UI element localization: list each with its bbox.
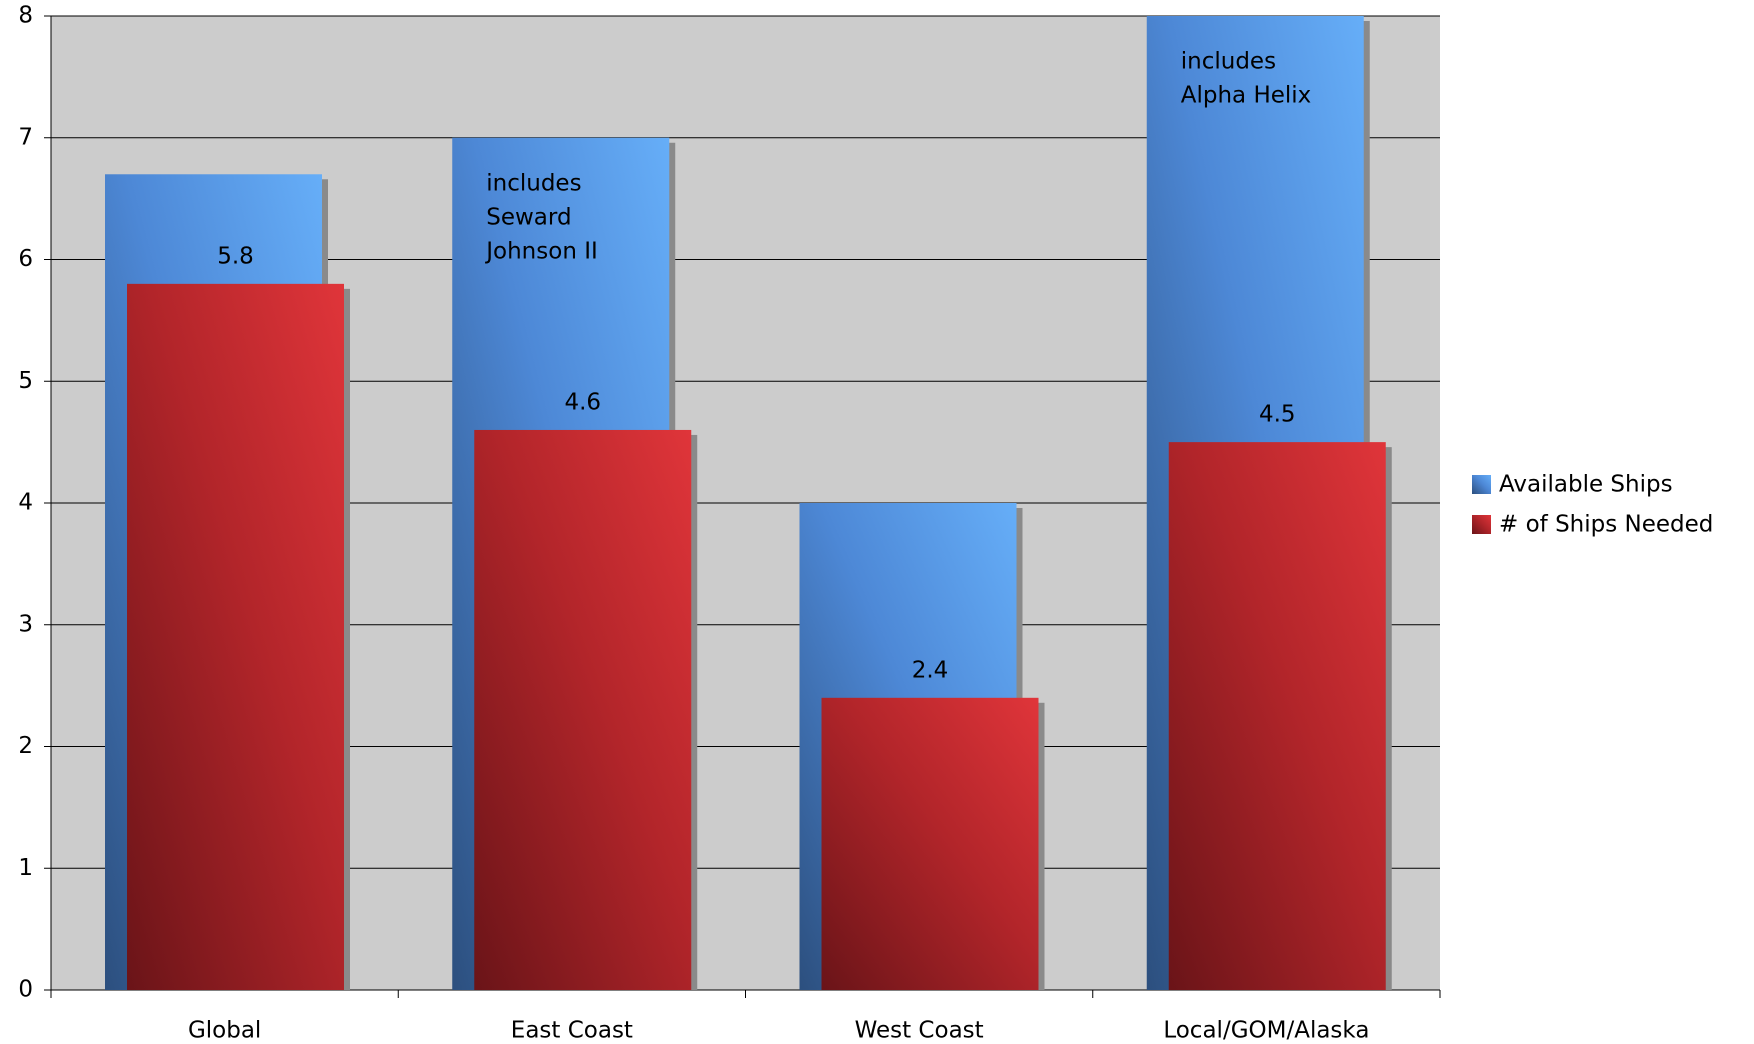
legend-label: # of Ships Needed	[1499, 512, 1713, 538]
annotation: includes	[1181, 49, 1276, 75]
y-tick-label: 5	[18, 368, 33, 394]
legend-label: Available Ships	[1499, 472, 1673, 498]
x-tick-label: Global	[188, 1018, 261, 1044]
y-tick-label: 4	[18, 490, 33, 516]
bar	[127, 283, 344, 991]
y-tick-label: 7	[18, 124, 33, 150]
value-label: 5.8	[217, 243, 254, 269]
bar	[821, 697, 1039, 990]
value-label: 4.6	[564, 389, 601, 415]
x-tick-label: East Coast	[511, 1018, 633, 1044]
y-tick-label: 0	[18, 977, 33, 1003]
annotation: Alpha Helix	[1181, 83, 1312, 109]
bar	[1168, 442, 1386, 990]
bar	[474, 429, 692, 990]
y-tick-label: 6	[18, 246, 33, 272]
value-label: 2.4	[912, 657, 949, 683]
legend-swatch	[1472, 475, 1491, 494]
value-label: 4.5	[1259, 402, 1296, 428]
annotation: Seward	[486, 204, 571, 230]
y-tick-label: 3	[18, 611, 33, 637]
y-tick-label: 2	[18, 733, 33, 759]
x-tick-label: Local/GOM/Alaska	[1163, 1018, 1369, 1044]
y-tick-label: 8	[18, 3, 33, 29]
annotation: includes	[486, 170, 581, 196]
annotation: Johnson II	[484, 238, 598, 264]
y-tick-label: 1	[18, 855, 33, 881]
legend-swatch	[1472, 515, 1491, 534]
x-tick-label: West Coast	[855, 1018, 984, 1044]
